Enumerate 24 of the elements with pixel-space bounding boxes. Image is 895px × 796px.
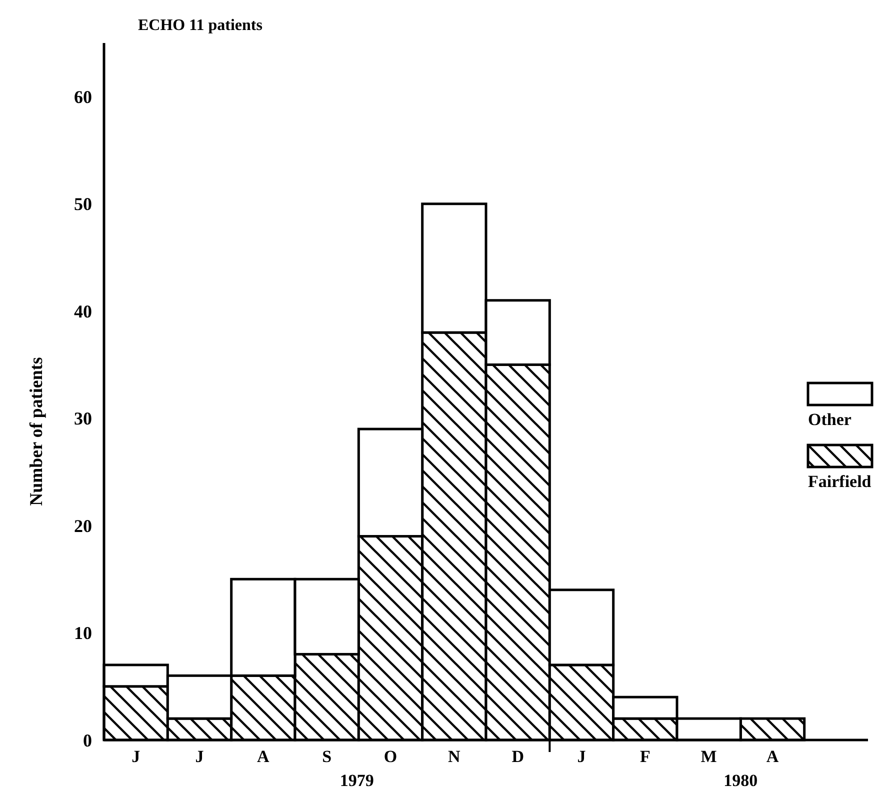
x-tick-label: A <box>257 747 270 766</box>
x-tick-label: A <box>766 747 780 766</box>
x-tick-label: J <box>132 747 141 766</box>
x-tick-label: J <box>577 747 586 766</box>
text: 1980 <box>724 771 758 790</box>
y-tick-label: 20 <box>74 516 92 536</box>
x-tick-label: M <box>700 747 717 766</box>
y-tick-label: 40 <box>74 301 92 322</box>
y-tick-label: 50 <box>74 194 92 214</box>
x-tick-label: J <box>195 747 204 766</box>
y-tick-label: 10 <box>74 623 92 644</box>
legend-label: Fairfield <box>808 472 872 491</box>
x-tick-label: D <box>512 747 524 766</box>
x-tick-label: N <box>448 747 462 766</box>
y-tick-label: 30 <box>74 408 92 429</box>
y-tick-label: 0 <box>83 730 92 750</box>
x-tick-label: S <box>322 747 332 766</box>
legend-label: Other <box>808 410 852 429</box>
chart-title: ECHO 11 patients <box>138 17 262 34</box>
x-tick-label: F <box>640 747 650 766</box>
y-axis-title: Number of patients <box>26 357 46 506</box>
y-tick-label: 60 <box>74 86 92 107</box>
text: 1979 <box>340 771 374 790</box>
x-tick-label: O <box>384 747 398 766</box>
